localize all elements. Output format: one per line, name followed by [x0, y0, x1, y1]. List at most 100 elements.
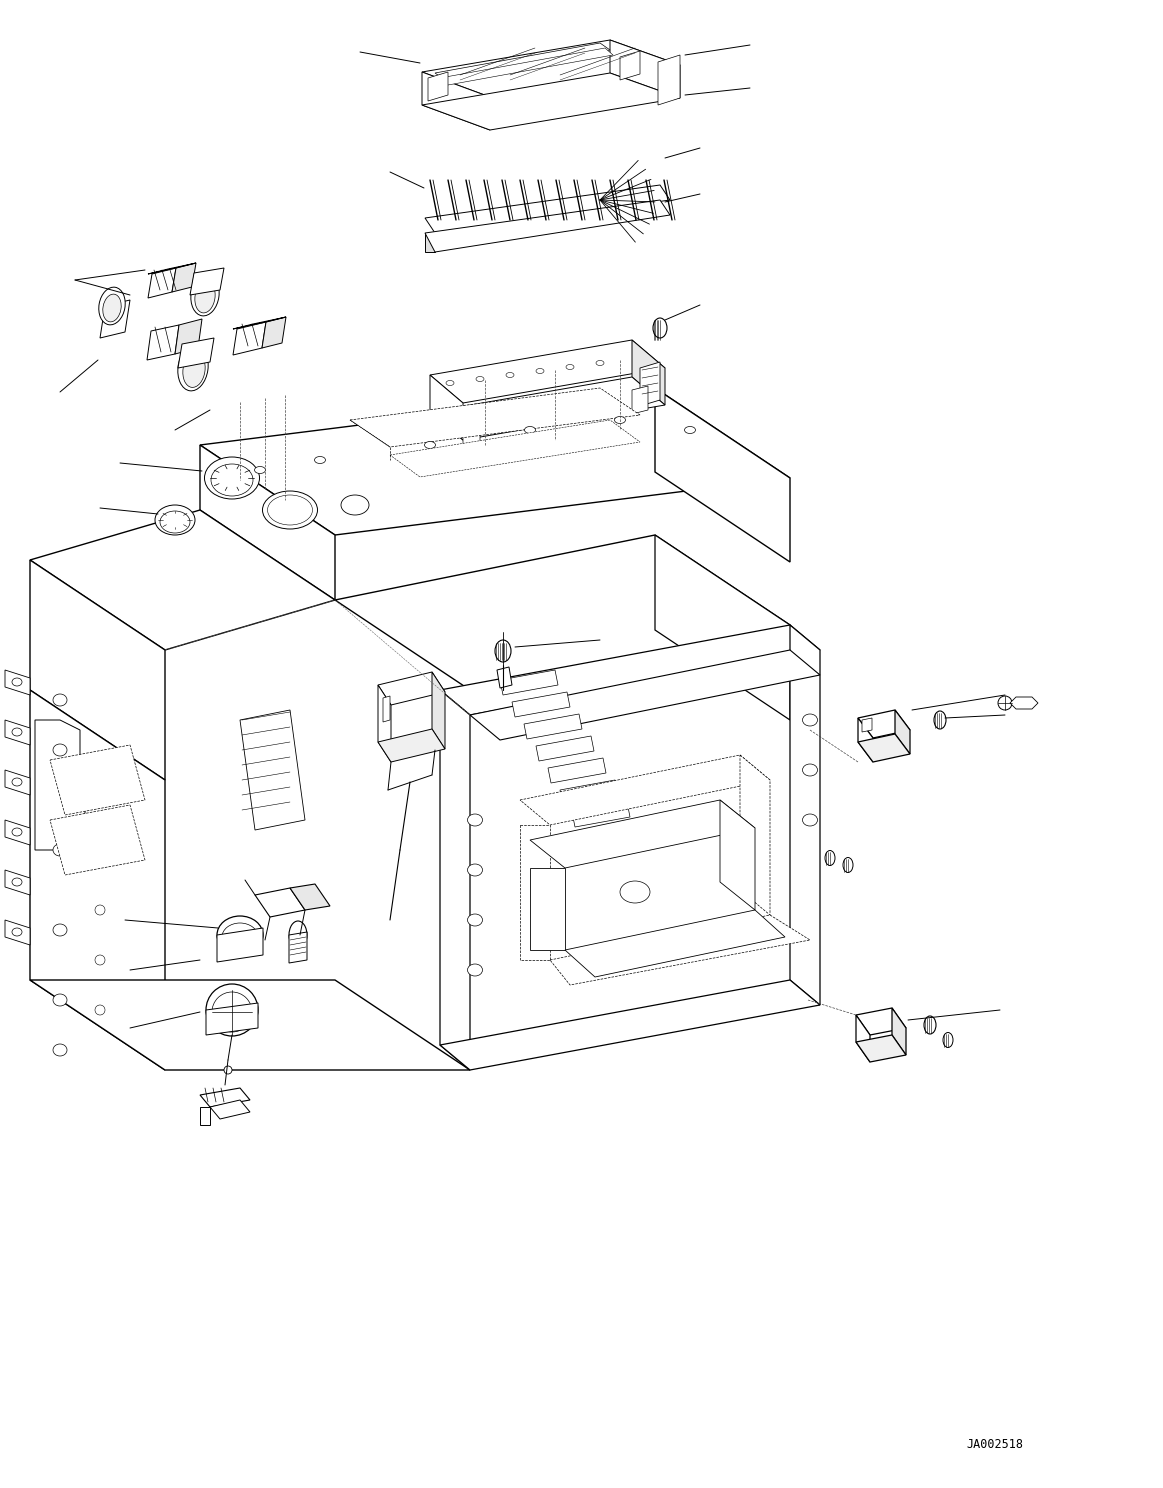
Ellipse shape	[468, 814, 483, 826]
Ellipse shape	[802, 814, 818, 826]
Ellipse shape	[205, 457, 259, 498]
Ellipse shape	[923, 1016, 936, 1034]
Polygon shape	[632, 385, 648, 414]
Polygon shape	[862, 719, 872, 732]
Ellipse shape	[525, 427, 535, 433]
Polygon shape	[470, 650, 820, 740]
Polygon shape	[550, 915, 809, 985]
Ellipse shape	[191, 274, 219, 315]
Text: JA002518: JA002518	[966, 1437, 1023, 1451]
Polygon shape	[5, 920, 30, 945]
Ellipse shape	[998, 696, 1012, 710]
Polygon shape	[5, 720, 30, 745]
Polygon shape	[790, 625, 820, 1004]
Polygon shape	[240, 710, 305, 830]
Polygon shape	[30, 510, 335, 650]
Polygon shape	[206, 1003, 258, 1036]
Polygon shape	[536, 737, 594, 760]
Polygon shape	[422, 40, 680, 97]
Polygon shape	[424, 185, 670, 234]
Polygon shape	[892, 1007, 906, 1055]
Ellipse shape	[825, 851, 835, 866]
Polygon shape	[655, 536, 790, 720]
Polygon shape	[530, 801, 755, 868]
Ellipse shape	[802, 763, 818, 777]
Polygon shape	[632, 339, 665, 405]
Ellipse shape	[12, 878, 22, 885]
Ellipse shape	[12, 778, 22, 786]
Polygon shape	[430, 376, 665, 440]
Polygon shape	[50, 805, 145, 875]
Polygon shape	[435, 43, 611, 80]
Polygon shape	[174, 318, 202, 354]
Polygon shape	[520, 754, 770, 824]
Ellipse shape	[12, 679, 22, 686]
Polygon shape	[262, 317, 286, 348]
Polygon shape	[858, 734, 909, 762]
Polygon shape	[431, 673, 445, 748]
Polygon shape	[856, 1015, 870, 1062]
Ellipse shape	[536, 369, 544, 373]
Polygon shape	[525, 714, 582, 740]
Ellipse shape	[843, 857, 852, 872]
Polygon shape	[172, 263, 197, 292]
Polygon shape	[378, 684, 391, 762]
Ellipse shape	[495, 640, 511, 662]
Ellipse shape	[934, 711, 946, 729]
Polygon shape	[383, 696, 390, 722]
Polygon shape	[1009, 696, 1039, 708]
Polygon shape	[500, 670, 558, 695]
Polygon shape	[611, 40, 680, 98]
Polygon shape	[100, 301, 130, 338]
Ellipse shape	[178, 345, 208, 391]
Polygon shape	[200, 388, 790, 536]
Ellipse shape	[566, 365, 575, 369]
Ellipse shape	[620, 881, 650, 903]
Ellipse shape	[314, 457, 326, 463]
Polygon shape	[422, 71, 490, 129]
Polygon shape	[290, 884, 330, 911]
Polygon shape	[378, 673, 445, 705]
Polygon shape	[30, 981, 470, 1070]
Ellipse shape	[468, 914, 483, 926]
Ellipse shape	[595, 360, 604, 366]
Ellipse shape	[53, 994, 67, 1006]
Polygon shape	[390, 420, 640, 478]
Ellipse shape	[53, 744, 67, 756]
Polygon shape	[640, 362, 659, 406]
Polygon shape	[200, 445, 335, 600]
Polygon shape	[5, 820, 30, 845]
Polygon shape	[658, 55, 680, 106]
Polygon shape	[520, 824, 550, 960]
Ellipse shape	[95, 955, 105, 966]
Polygon shape	[335, 536, 790, 690]
Ellipse shape	[53, 1045, 67, 1056]
Ellipse shape	[802, 714, 818, 726]
Polygon shape	[655, 388, 790, 562]
Polygon shape	[565, 911, 785, 978]
Polygon shape	[148, 268, 176, 298]
Polygon shape	[422, 73, 680, 129]
Polygon shape	[561, 780, 618, 805]
Ellipse shape	[263, 491, 317, 530]
Ellipse shape	[224, 1065, 231, 1074]
Ellipse shape	[99, 287, 126, 324]
Polygon shape	[148, 263, 197, 274]
Ellipse shape	[943, 1033, 952, 1048]
Polygon shape	[5, 769, 30, 795]
Ellipse shape	[183, 353, 205, 387]
Polygon shape	[512, 692, 570, 717]
Polygon shape	[50, 745, 145, 815]
Ellipse shape	[222, 923, 258, 951]
Ellipse shape	[95, 905, 105, 915]
Polygon shape	[200, 1107, 211, 1125]
Polygon shape	[424, 199, 670, 251]
Polygon shape	[548, 757, 606, 783]
Ellipse shape	[12, 929, 22, 936]
Polygon shape	[30, 690, 165, 1070]
Ellipse shape	[155, 504, 195, 536]
Ellipse shape	[468, 865, 483, 876]
Polygon shape	[147, 324, 179, 360]
Polygon shape	[5, 670, 30, 695]
Polygon shape	[190, 268, 224, 295]
